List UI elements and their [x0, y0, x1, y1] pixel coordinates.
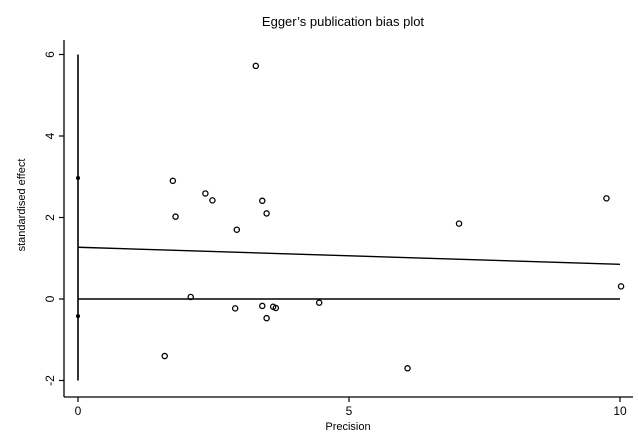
- study-point: [161, 352, 168, 360]
- study-point: [263, 314, 270, 322]
- study-point: [231, 305, 239, 312]
- study-point: [169, 177, 177, 185]
- study-point: [404, 365, 411, 372]
- y-tick-label: -2: [43, 375, 57, 386]
- x-tick-label: 0: [75, 404, 82, 418]
- x-tick-label: 5: [346, 404, 353, 418]
- regression-line: [77, 246, 621, 266]
- study-point: [233, 226, 241, 233]
- plot-area: -2 0 2 4 6 0 5 10: [43, 40, 633, 418]
- study-point: [259, 197, 266, 205]
- study-point: [315, 299, 323, 306]
- study-point: [187, 293, 194, 301]
- study-point: [455, 220, 463, 227]
- zero-precision-point: [76, 314, 80, 319]
- study-point: [252, 62, 260, 70]
- zero-precision-point: [76, 175, 80, 180]
- study-point: [603, 195, 610, 202]
- study-point: [272, 304, 280, 312]
- study-point: [259, 302, 266, 310]
- y-tick-label: 6: [43, 51, 57, 58]
- y-axis-label: standardised effect: [16, 159, 28, 252]
- study-point: [617, 283, 625, 290]
- study-point: [263, 210, 270, 217]
- study-point: [209, 197, 216, 204]
- y-tick-label: 2: [43, 214, 57, 221]
- study-point: [172, 213, 179, 220]
- chart-title: Egger’s publication bias plot: [262, 14, 425, 29]
- x-tick-label: 10: [613, 404, 627, 418]
- study-point: [202, 190, 209, 197]
- y-tick-label: 4: [43, 132, 57, 139]
- x-axis-label: Precision: [325, 421, 370, 433]
- y-tick-label: 0: [43, 295, 57, 302]
